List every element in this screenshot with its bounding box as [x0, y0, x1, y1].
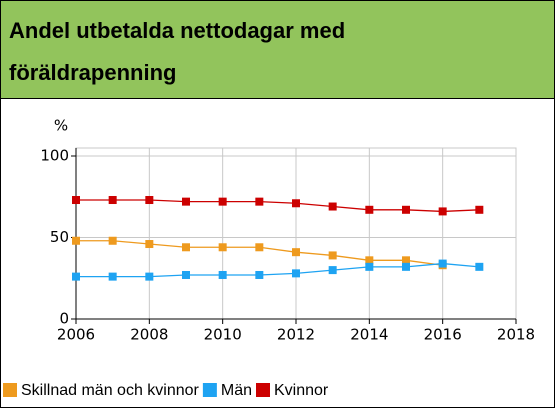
legend-swatch: [256, 383, 270, 397]
point: [438, 207, 447, 216]
legend-label: Kvinnor: [274, 382, 329, 399]
legend-label: Män: [221, 382, 252, 399]
point: [475, 205, 484, 214]
point: [182, 197, 190, 206]
series-line: [76, 199, 480, 213]
point: [72, 236, 80, 245]
x-tick-label: 2012: [277, 326, 315, 344]
point: [255, 270, 264, 279]
point: [438, 259, 447, 268]
legend-swatch: [3, 383, 17, 397]
point: [145, 272, 154, 281]
x-tick-label: 2018: [497, 326, 535, 344]
point: [145, 240, 154, 249]
point: [365, 205, 374, 214]
point: [365, 256, 374, 265]
point: [108, 272, 117, 281]
point: [292, 269, 300, 278]
point: [402, 256, 410, 265]
point: [292, 199, 300, 208]
point: [145, 196, 154, 205]
point: [328, 202, 337, 211]
point: [402, 262, 410, 271]
point: [255, 197, 264, 206]
x-tick-label: 2014: [350, 326, 388, 344]
legend-swatch: [202, 383, 217, 397]
point: [182, 243, 190, 252]
point: [72, 272, 80, 281]
point: [218, 270, 227, 279]
x-tick-label: 2008: [130, 326, 168, 344]
point: [328, 251, 337, 260]
y-tick-label: 50: [50, 228, 69, 246]
series-line: [76, 262, 480, 278]
point: [108, 236, 117, 245]
x-tick-label: 2006: [57, 326, 95, 344]
point: [475, 262, 484, 271]
point: [182, 270, 190, 279]
title: Andel utbetalda nettodagar med föräldrap…: [9, 18, 346, 85]
y-tick-label: 0: [59, 310, 69, 328]
point: [218, 243, 227, 252]
y-axis-label: %: [54, 117, 68, 135]
point: [292, 248, 300, 257]
y-tick-label: 100: [40, 147, 69, 165]
point: [328, 266, 337, 275]
point: [255, 243, 264, 252]
point: [72, 196, 80, 205]
x-tick-label: 2010: [204, 326, 242, 344]
x-tick-label: 2016: [424, 326, 462, 344]
point: [218, 197, 227, 206]
chart: % 0 50 100 2006 2008 2010 2012 2014 2016 2018 Skil…: [3, 117, 535, 399]
point: [108, 196, 117, 205]
legend-label: Skillnad män och kvinnor: [21, 382, 200, 399]
point: [402, 205, 410, 214]
point: [365, 262, 374, 271]
header: Andel utbetalda nettodagar med föräldrap…: [1, 1, 554, 99]
